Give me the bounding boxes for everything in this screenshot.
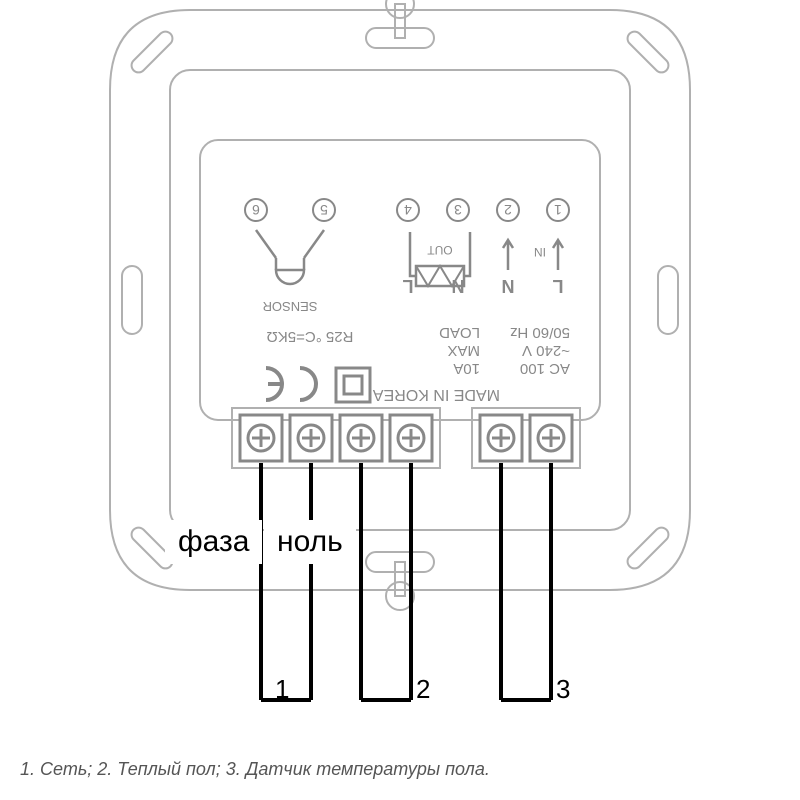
svg-text:2: 2 [504,202,512,218]
svg-text:LOAD: LOAD [439,324,480,341]
svg-text:6: 6 [252,202,260,218]
svg-text:SENSOR: SENSOR [263,299,318,314]
svg-text:3: 3 [454,202,462,218]
wiring-diagram: MADE IN KOREAAC 100~240 V50/60 Hz10AMAXL… [0,0,800,800]
svg-text:10A: 10A [453,360,480,377]
svg-text:OUT: OUT [427,243,453,257]
svg-text:MADE IN KOREA: MADE IN KOREA [373,386,500,403]
svg-text:L: L [403,276,414,296]
null-label: ноль [264,520,356,564]
caption: 1. Сеть; 2. Теплый пол; 3. Датчик темпер… [20,759,490,780]
svg-text:N: N [502,276,515,296]
svg-text:N: N [452,276,465,296]
phase-label: фаза [165,520,262,564]
svg-text:R25 °C=5KΩ: R25 °C=5KΩ [267,328,354,345]
callout-3: 3 [556,674,570,705]
callout-2: 2 [416,674,430,705]
svg-text:1: 1 [554,202,562,218]
callout-1: 1 [275,674,289,705]
svg-text:5: 5 [320,202,328,218]
svg-text:L: L [553,276,564,296]
svg-text:IN: IN [534,245,546,259]
svg-text:4: 4 [404,202,412,218]
svg-text:MAX: MAX [447,342,480,359]
svg-text:50/60 Hz: 50/60 Hz [510,324,570,341]
svg-text:~240 V: ~240 V [522,342,570,359]
svg-text:AC 100: AC 100 [520,360,570,377]
